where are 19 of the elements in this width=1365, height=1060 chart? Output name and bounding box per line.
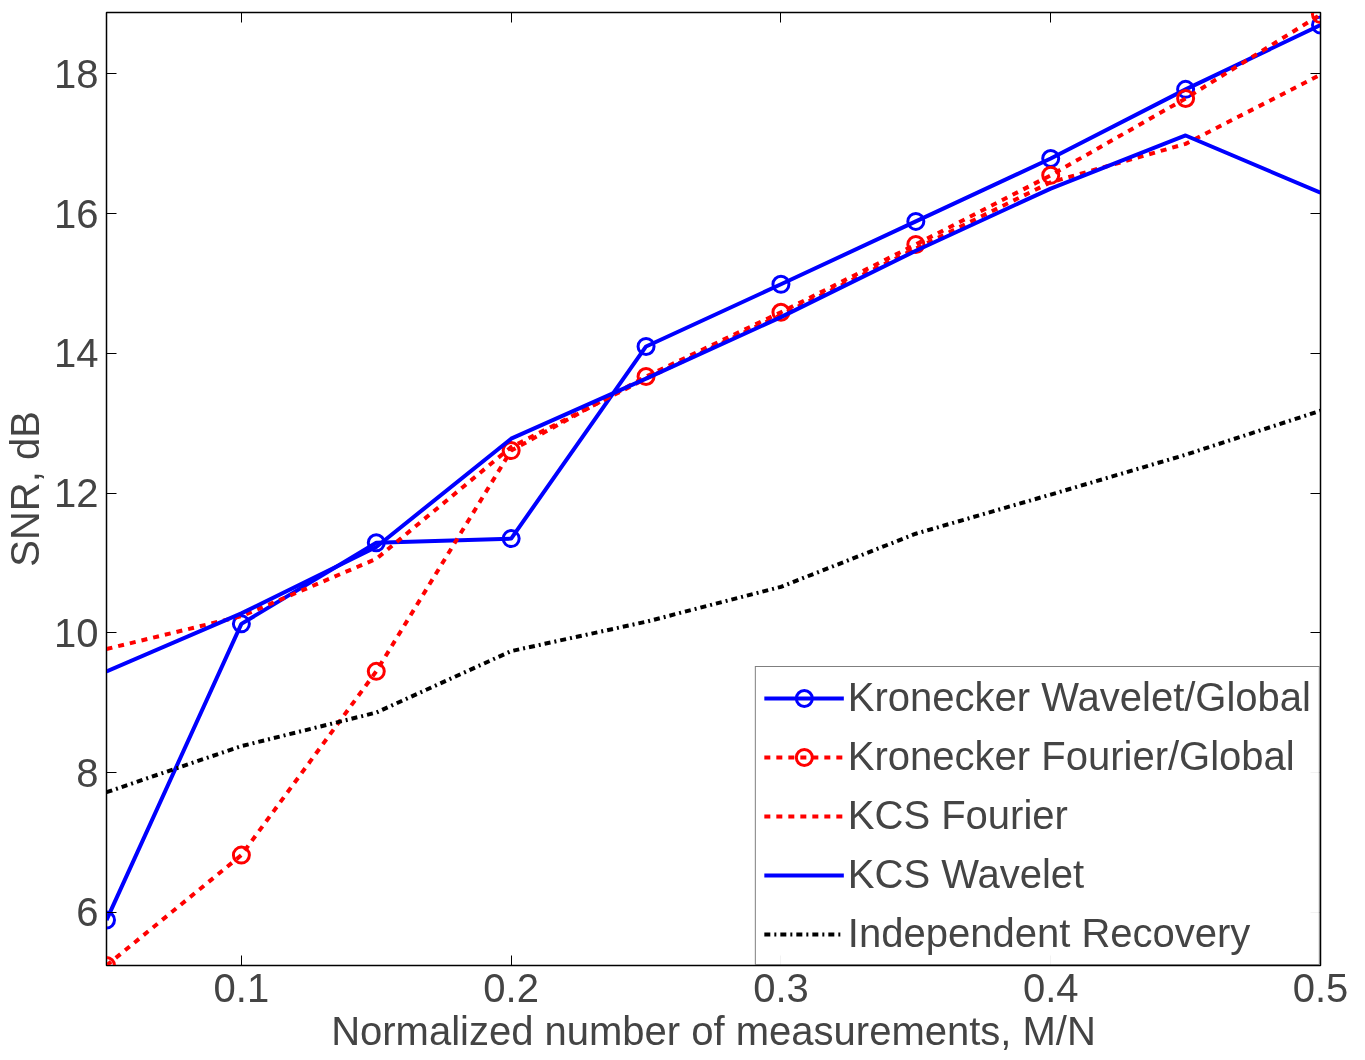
legend-label: Kronecker Wavelet/Global <box>847 675 1311 720</box>
y-tick-label: 8 <box>76 750 99 795</box>
x-tick-label: 0.1 <box>213 965 270 1010</box>
y-tick-label: 14 <box>54 331 99 376</box>
x-tick-label: 0.2 <box>483 965 539 1010</box>
legend-label: Kronecker Fourier/Global <box>847 734 1295 779</box>
legend-label: KCS Fourier <box>847 793 1068 838</box>
y-tick-label: 12 <box>54 471 99 516</box>
x-tick-label: 0.3 <box>753 965 809 1010</box>
y-axis-title: SNR, dB <box>3 411 48 567</box>
y-tick-label: 10 <box>54 610 99 655</box>
x-tick-label: 0.4 <box>1022 965 1079 1010</box>
y-tick-label: 16 <box>54 191 99 236</box>
x-tick-label: 0.5 <box>1292 965 1349 1010</box>
y-tick-label: 6 <box>76 890 99 935</box>
legend-label: Independent Recovery <box>847 911 1251 956</box>
y-tick-label: 18 <box>54 51 99 96</box>
legend-label: KCS Wavelet <box>847 852 1085 897</box>
x-axis-title: Normalized number of measurements, M/N <box>331 1008 1096 1053</box>
